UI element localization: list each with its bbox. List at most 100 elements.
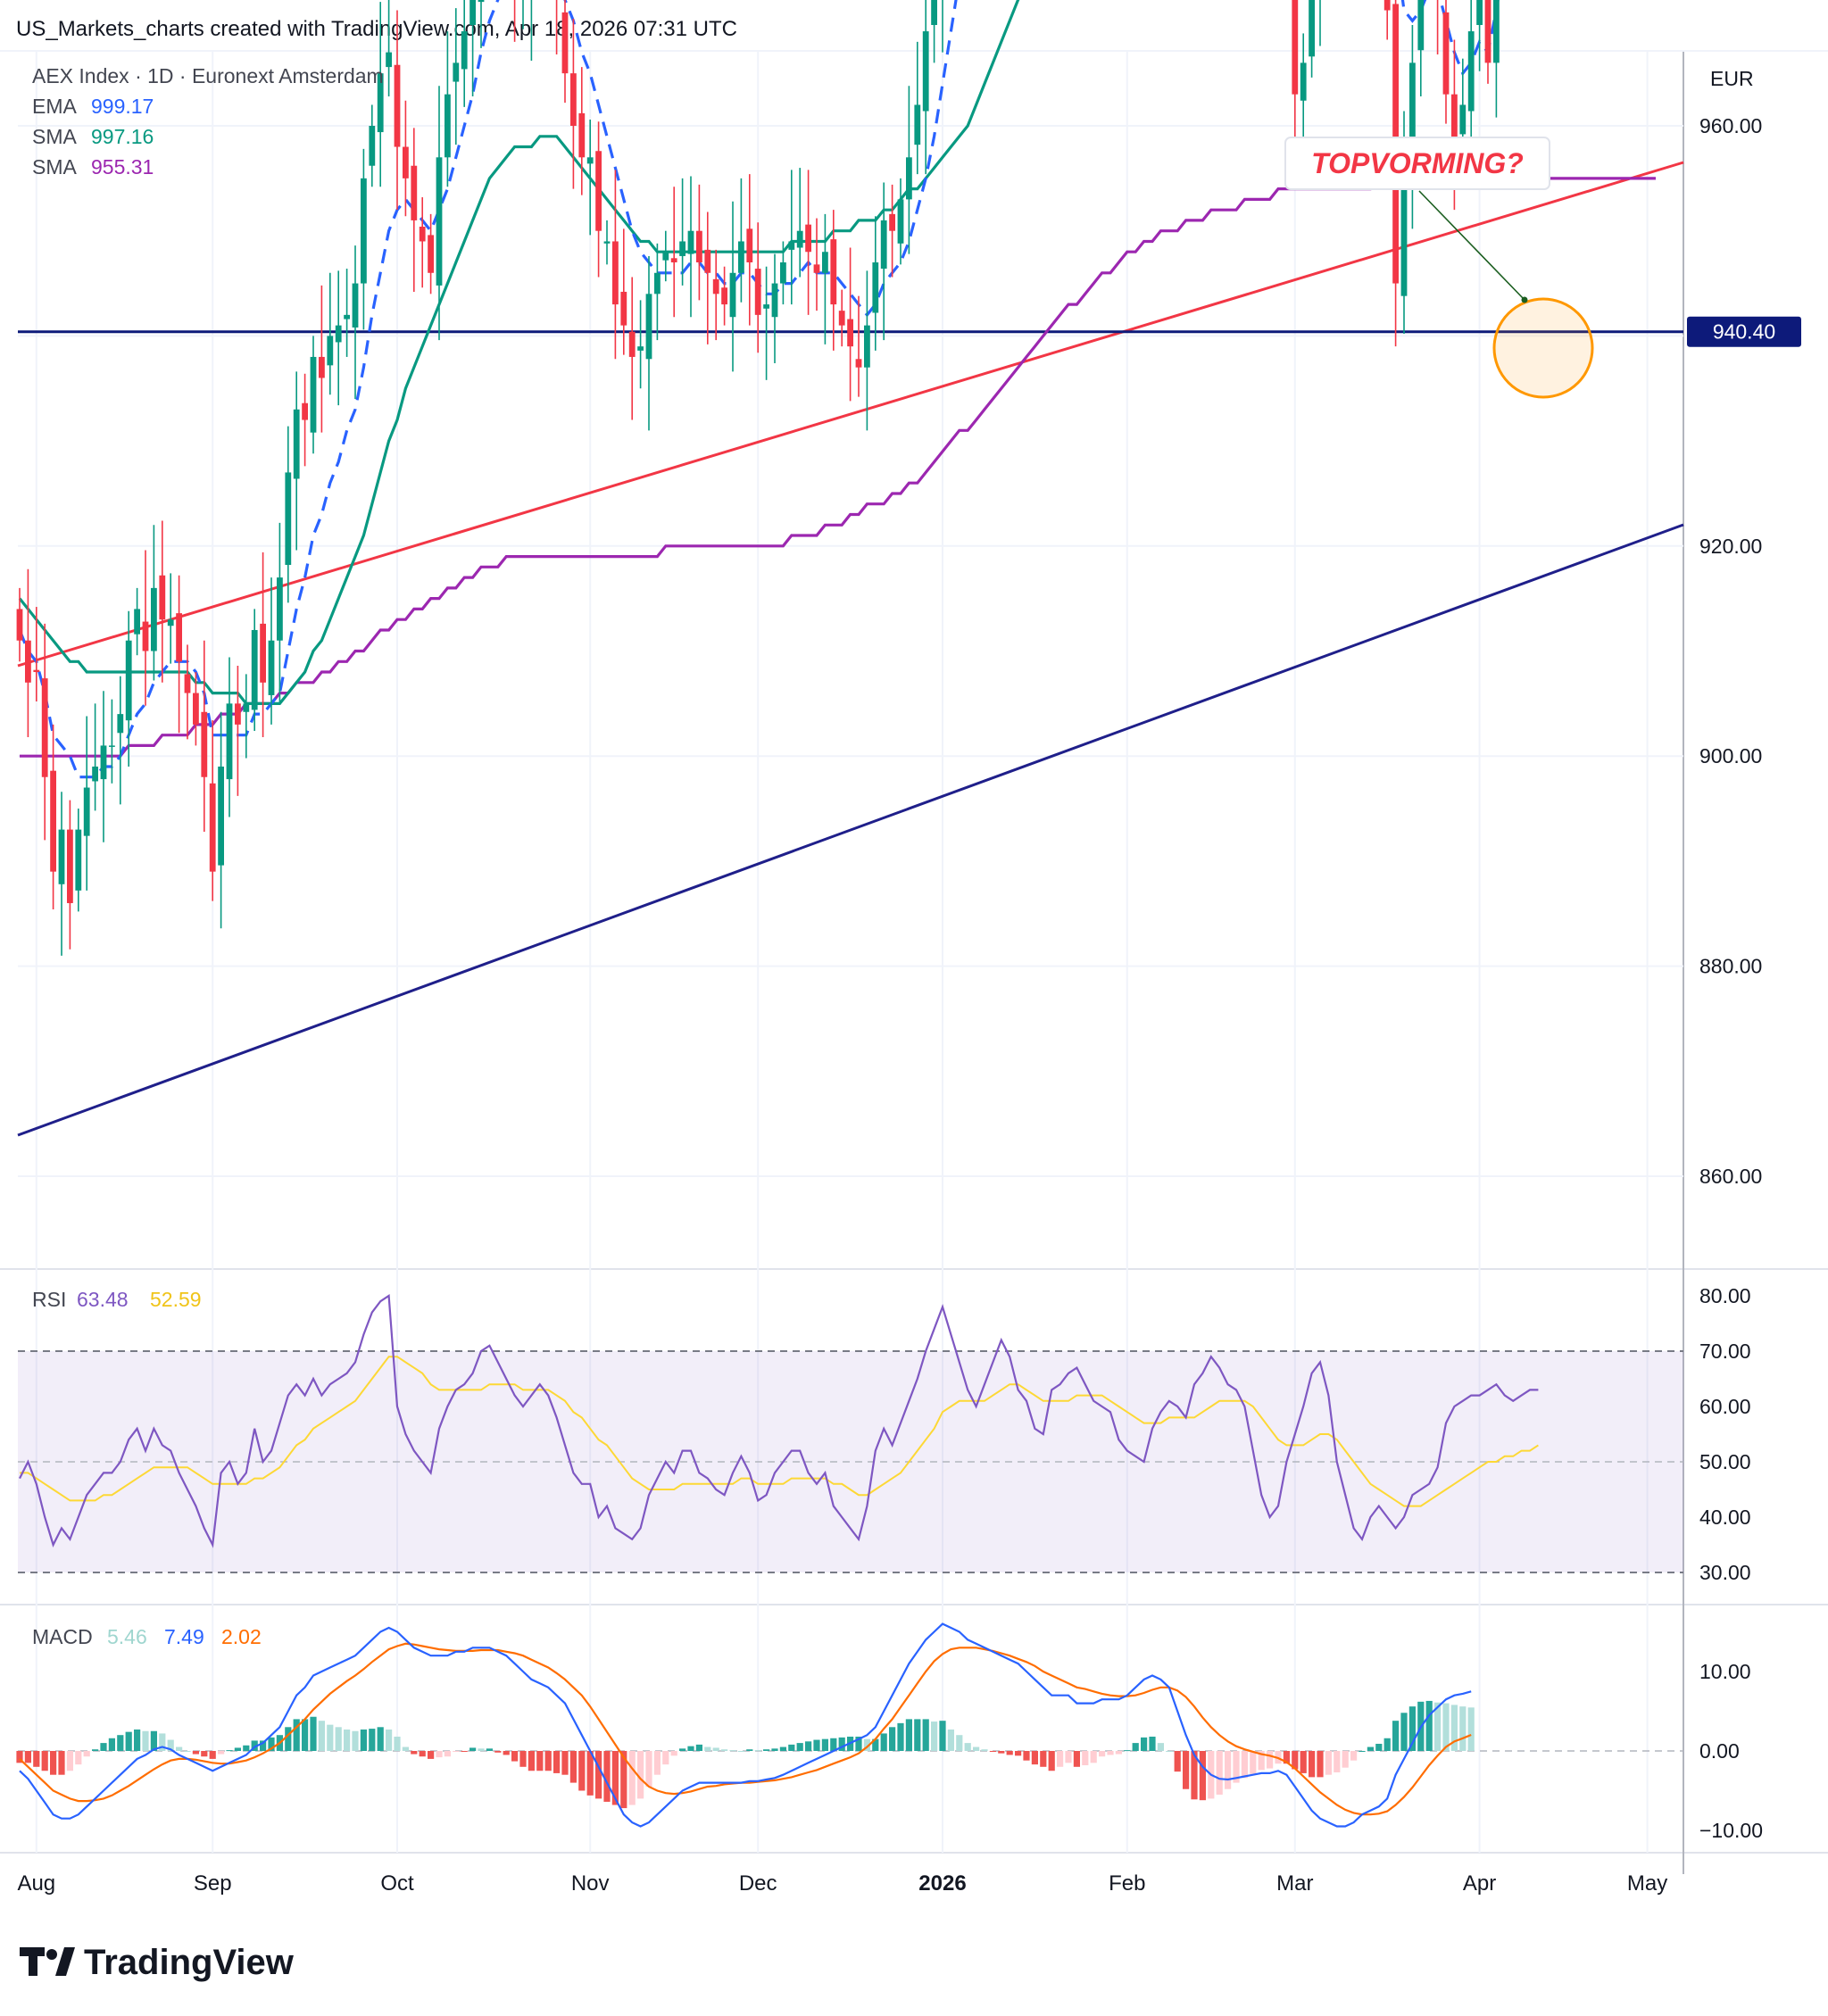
- candle-body: [377, 73, 384, 133]
- macd-histogram-bar: [1015, 1751, 1022, 1756]
- candle-body: [361, 178, 367, 284]
- macd-histogram-bar: [1225, 1751, 1232, 1789]
- legend-sma50-value: 997.16: [91, 125, 154, 148]
- annotation-text: TOPVORMING?: [1311, 147, 1524, 179]
- macd-histogram-bar: [1057, 1751, 1064, 1767]
- candle: [897, 178, 904, 265]
- candle-body: [109, 745, 115, 747]
- macd-histogram-bar: [1132, 1743, 1139, 1751]
- macd-histogram-bar: [469, 1747, 477, 1751]
- macd-histogram-bar: [327, 1724, 334, 1751]
- macd-histogram-bar: [813, 1739, 820, 1751]
- candle: [377, 2, 384, 187]
- candle: [738, 178, 744, 303]
- candle: [931, 0, 937, 63]
- macd-histogram-bar: [637, 1751, 644, 1799]
- macd-histogram-bar: [561, 1751, 569, 1775]
- macd-histogram-bar: [184, 1751, 191, 1752]
- macd-histogram-bar: [863, 1738, 870, 1751]
- macd-histogram-bar: [1309, 1751, 1316, 1778]
- candle: [645, 255, 652, 431]
- ema-line: [18, 0, 1500, 779]
- candle: [109, 699, 115, 784]
- macd-histogram-bar: [931, 1721, 938, 1751]
- candle: [578, 67, 586, 195]
- macd-histogram-bar: [1233, 1751, 1240, 1783]
- tradingview-logo-text: TradingView: [84, 1943, 295, 1982]
- macd-histogram-bar: [1031, 1751, 1038, 1765]
- macd-histogram-bar: [66, 1751, 73, 1771]
- macd-histogram-bar: [1166, 1751, 1173, 1752]
- time-axis-label: Aug: [17, 1871, 55, 1896]
- candle: [33, 607, 40, 701]
- macd-histogram-bar: [1267, 1751, 1274, 1769]
- candle-body: [696, 230, 702, 263]
- candle-body: [83, 787, 90, 836]
- macd-histogram-bar: [695, 1744, 702, 1751]
- candle: [209, 720, 216, 901]
- macd-histogram-bar: [1442, 1703, 1450, 1751]
- price-tick-label: 880.00: [1699, 955, 1762, 978]
- candle-body: [704, 249, 711, 273]
- macd-tick-label: −10.00: [1699, 1819, 1763, 1842]
- macd-histogram-bar: [125, 1731, 132, 1751]
- macd-histogram-bar: [578, 1751, 586, 1791]
- candle: [754, 222, 761, 353]
- macd-histogram-bar: [620, 1751, 627, 1809]
- macd-histogram-bar: [1191, 1751, 1198, 1800]
- candle-body: [92, 766, 98, 782]
- macd-histogram-bar: [444, 1751, 451, 1757]
- candle: [847, 247, 853, 402]
- candle-body: [176, 613, 182, 662]
- macd-histogram-bar: [1115, 1751, 1122, 1755]
- time-axis-label: Mar: [1276, 1871, 1313, 1896]
- candle-body: [453, 62, 460, 82]
- macd-histogram-bar: [712, 1747, 719, 1751]
- macd-histogram-bar: [788, 1744, 795, 1751]
- annotation-group: TOPVORMING?: [1284, 137, 1594, 399]
- macd-histogram-bar: [569, 1751, 577, 1783]
- macd-histogram-bar: [947, 1729, 954, 1751]
- macd-histogram-bar: [1082, 1751, 1089, 1766]
- candle: [125, 610, 132, 767]
- macd-tick-label: 10.00: [1699, 1660, 1751, 1683]
- candle: [586, 119, 594, 236]
- candle: [58, 792, 65, 956]
- macd-histogram-bar: [922, 1719, 929, 1751]
- candle: [1493, 0, 1500, 118]
- candle: [872, 216, 879, 351]
- macd-histogram-bar: [436, 1751, 443, 1758]
- macd-histogram-bar: [1241, 1751, 1248, 1779]
- candle: [184, 644, 191, 740]
- candle: [386, 0, 392, 97]
- candle: [277, 522, 283, 704]
- candle: [302, 373, 308, 467]
- macd-histogram-bar: [779, 1746, 786, 1751]
- candle: [570, 18, 577, 189]
- candle: [335, 270, 342, 406]
- macd-histogram-bar: [1141, 1737, 1148, 1751]
- macd-histogram-bar: [1258, 1751, 1265, 1771]
- candle: [914, 41, 921, 175]
- candle: [855, 295, 862, 397]
- macd-histogram-bar: [796, 1743, 803, 1751]
- macd-histogram-bar: [503, 1751, 510, 1755]
- annotation-box: [1284, 137, 1550, 190]
- time-axis-label: Sep: [194, 1871, 232, 1896]
- time-axis-label: Dec: [739, 1871, 777, 1896]
- macd-histogram-bar: [352, 1730, 359, 1751]
- macd-histogram-bar: [1383, 1738, 1391, 1751]
- candle-body: [612, 241, 619, 305]
- macd-histogram-bar: [704, 1746, 711, 1751]
- candle-body: [838, 311, 845, 326]
- time-axis-label: Apr: [1463, 1871, 1496, 1896]
- macd-histogram-bar: [1367, 1746, 1374, 1751]
- macd-histogram-bar: [544, 1751, 552, 1771]
- macd-histogram-bar: [1040, 1751, 1047, 1767]
- rsi-band: [18, 1350, 1683, 1573]
- macd-line: [19, 1622, 1472, 1828]
- price-axis-tag-text: 940.40: [1713, 320, 1775, 344]
- candle: [41, 623, 48, 841]
- candle: [310, 336, 317, 454]
